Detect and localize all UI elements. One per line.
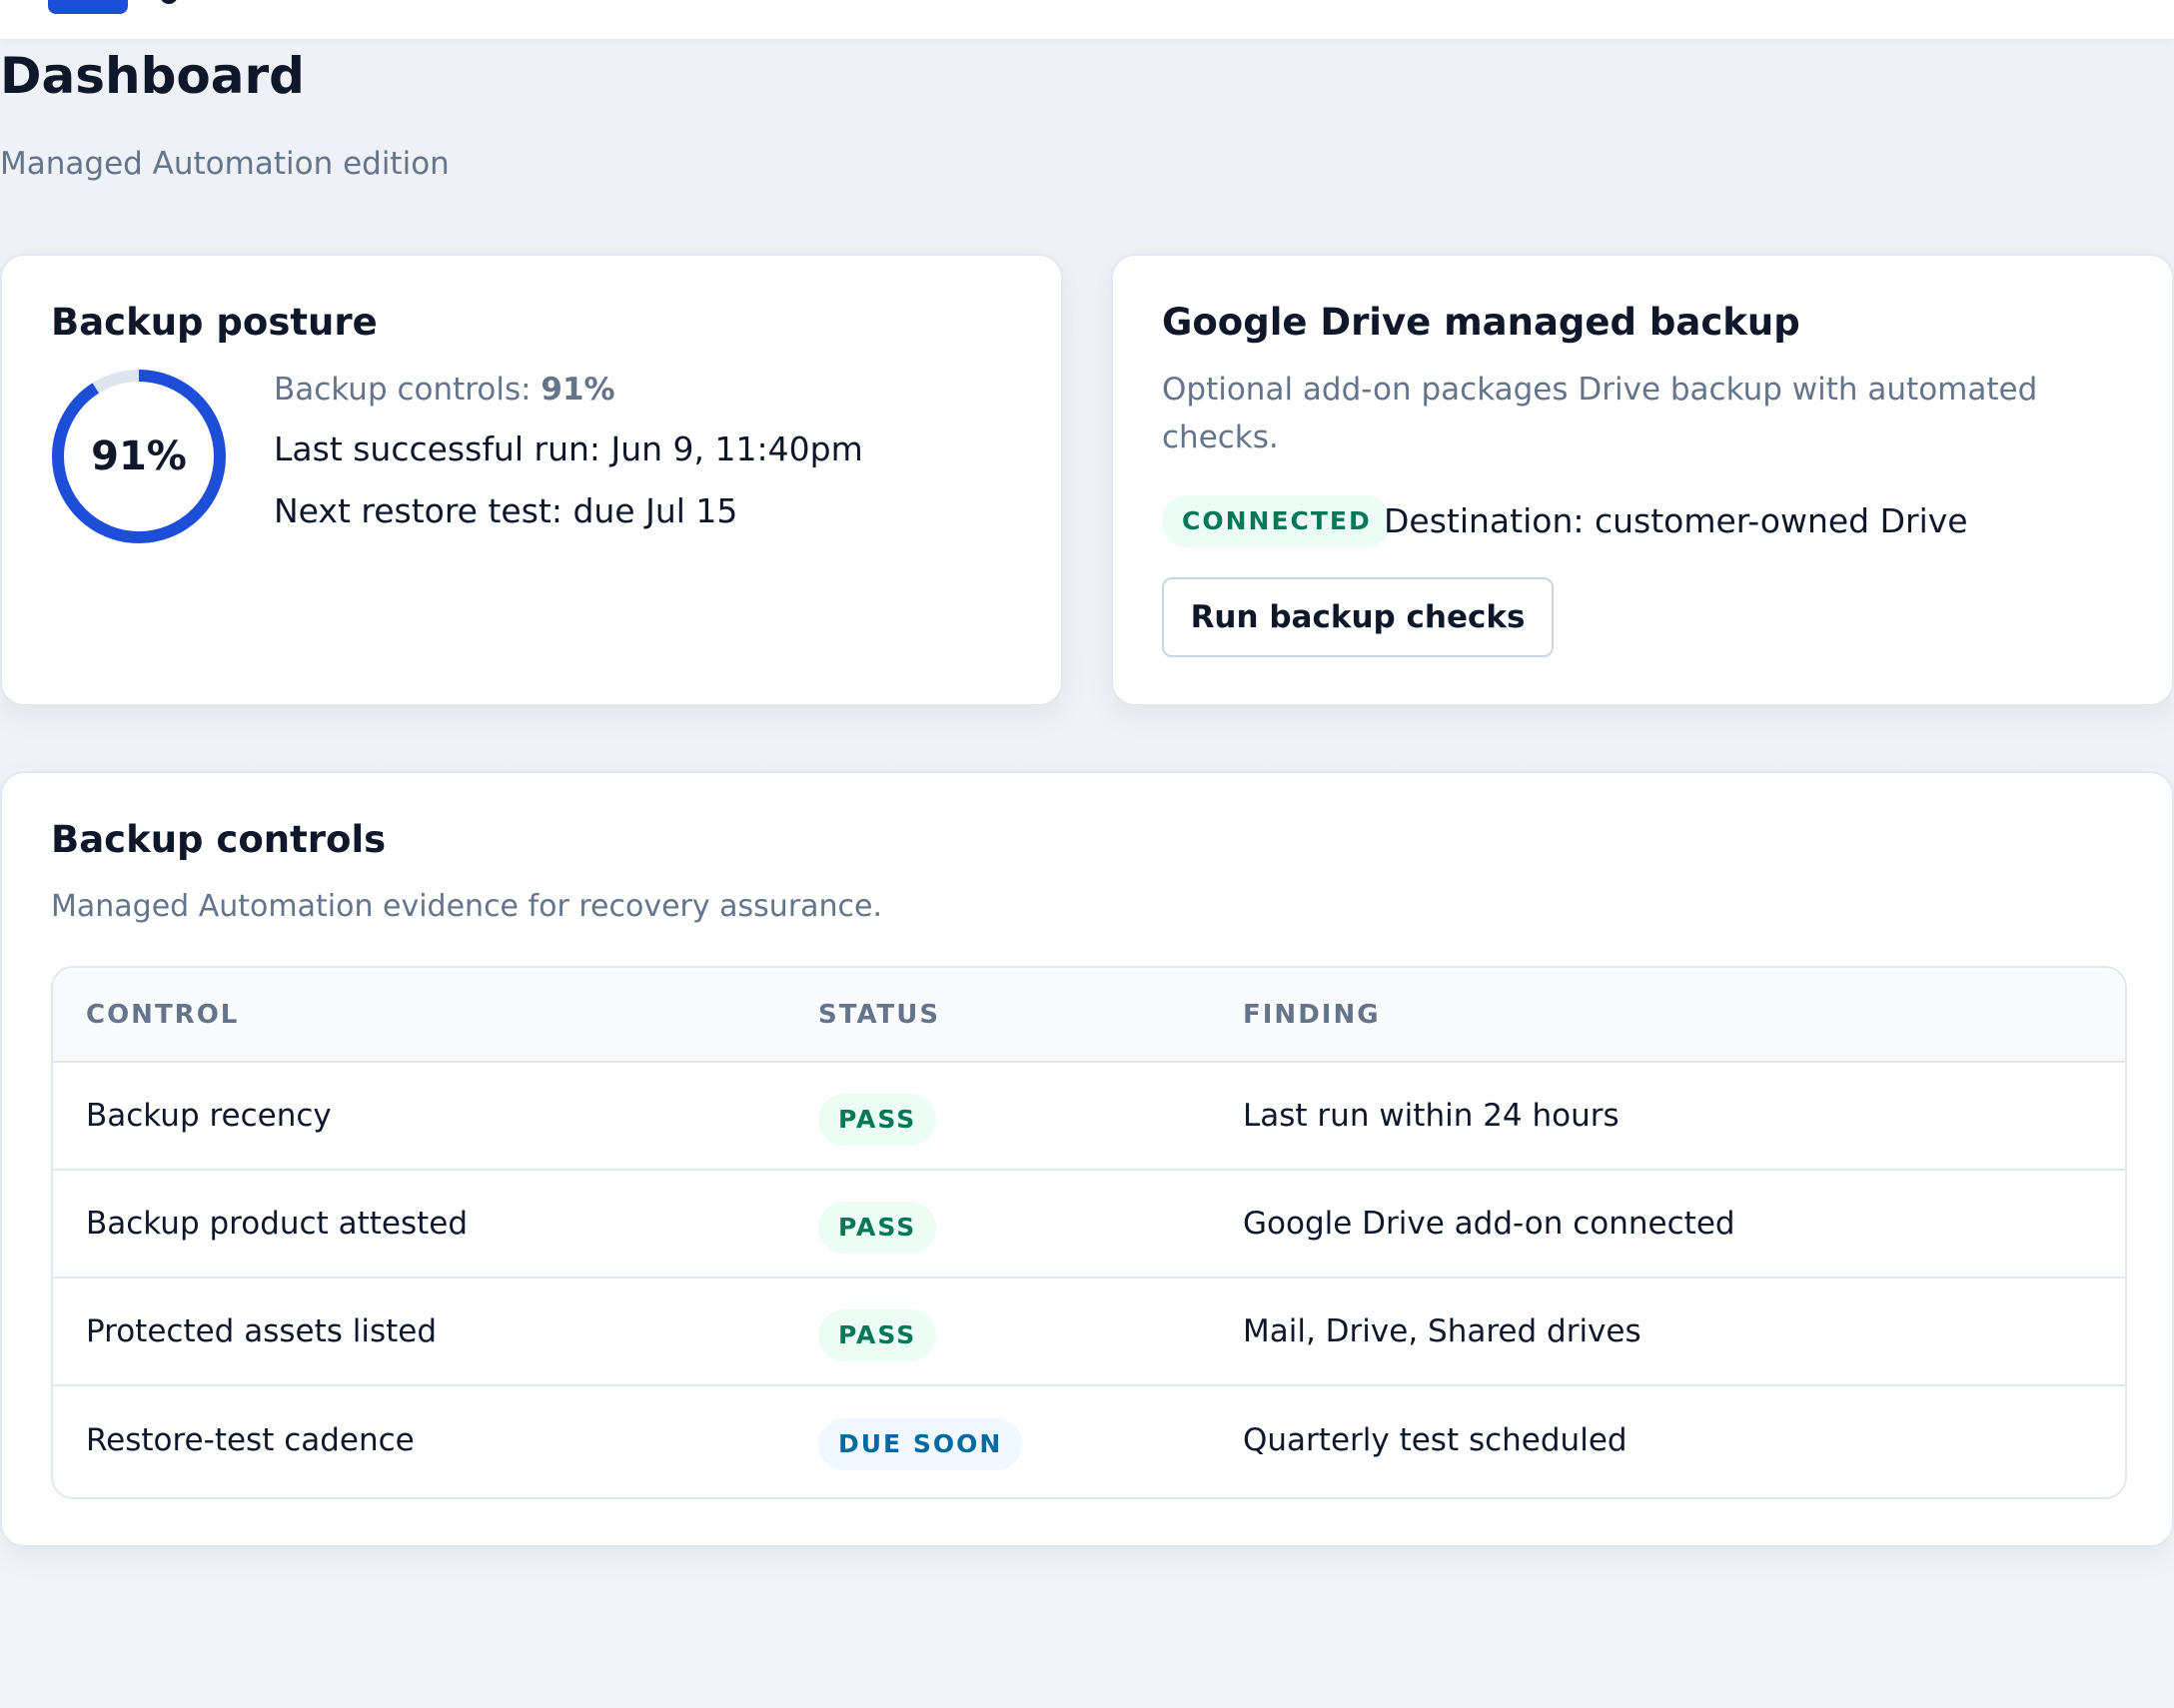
table-row: Backup recency PASS Last run within 24 h… (53, 1062, 2125, 1171)
status-badge: PASS (818, 1094, 937, 1146)
table-row: Restore-test cadence DUE SOON Quarterly … (53, 1385, 2125, 1493)
backup-controls-label: Backup controls: (274, 372, 532, 408)
status-cell: PASS (785, 1062, 1210, 1171)
control-name: Backup product attested (53, 1170, 785, 1279)
google-drive-backup-description: Optional add-on packages Drive backup wi… (1162, 372, 2038, 455)
status-cell: PASS (785, 1278, 1210, 1386)
page-subtitle: Managed Automation edition (0, 146, 450, 182)
app-logo-icon[interactable] (48, 0, 128, 14)
next-restore-test: Next restore test: due Jul 15 (274, 491, 738, 530)
app-name-glyph (160, 0, 178, 4)
column-header-status: STATUS (785, 968, 1210, 1063)
column-header-finding: FINDING (1210, 968, 2125, 1063)
status-cell: DUE SOON (785, 1385, 1210, 1493)
control-name: Protected assets listed (53, 1278, 785, 1386)
google-drive-backup-card: Google Drive managed backup Optional add… (1111, 254, 2174, 706)
finding-text: Mail, Drive, Shared drives (1210, 1278, 2125, 1386)
progress-ring-fill (52, 370, 226, 543)
status-badge: PASS (818, 1309, 937, 1361)
progress-ring-graphic (52, 370, 226, 543)
last-successful-run: Last successful run: Jun 9, 11:40pm (274, 429, 863, 468)
table-row: Backup product attested PASS Google Driv… (53, 1170, 2125, 1279)
table-row: Protected assets listed PASS Mail, Drive… (53, 1278, 2125, 1386)
run-backup-checks-button[interactable]: Run backup checks (1162, 577, 1554, 657)
finding-text: Last run within 24 hours (1210, 1062, 2125, 1171)
posture-progress-ring: 91% (50, 368, 228, 545)
finding-text: Quarterly test scheduled (1243, 1421, 1628, 1458)
connected-status-badge: CONNECTED (1162, 495, 1392, 547)
backup-posture-title: Backup posture (51, 301, 378, 344)
column-header-control: CONTROL (53, 968, 785, 1063)
backup-controls-card: Backup controls Managed Automation evide… (0, 771, 2174, 1547)
status-badge: DUE SOON (818, 1417, 1023, 1470)
control-name: Backup recency (53, 1062, 785, 1171)
backup-controls-description: Managed Automation evidence for recovery… (51, 889, 883, 924)
backup-destination: Destination: customer-owned Drive (1384, 501, 1968, 540)
backup-controls-summary: Backup controls: 91% (274, 368, 615, 412)
backup-controls-table: CONTROL STATUS FINDING Backup recency PA… (53, 968, 2125, 1493)
control-name: Restore-test cadence (86, 1421, 415, 1458)
google-drive-backup-title: Google Drive managed backup (1162, 301, 1800, 344)
progress-ring-value: 91% (91, 433, 187, 479)
status-badge: PASS (818, 1202, 937, 1254)
page-title: Dashboard (0, 47, 305, 105)
backup-controls-value: 91% (541, 372, 615, 408)
status-cell: PASS (785, 1170, 1210, 1279)
backup-controls-table-container: CONTROL STATUS FINDING Backup recency PA… (51, 966, 2127, 1499)
backup-posture-card: Backup posture 91% Backup controls: 91% … (0, 254, 1063, 706)
table-header-row: CONTROL STATUS FINDING (53, 968, 2125, 1063)
top-navigation-bar (0, 0, 2174, 40)
backup-controls-title: Backup controls (51, 818, 387, 861)
finding-text: Google Drive add-on connected (1210, 1170, 2125, 1279)
